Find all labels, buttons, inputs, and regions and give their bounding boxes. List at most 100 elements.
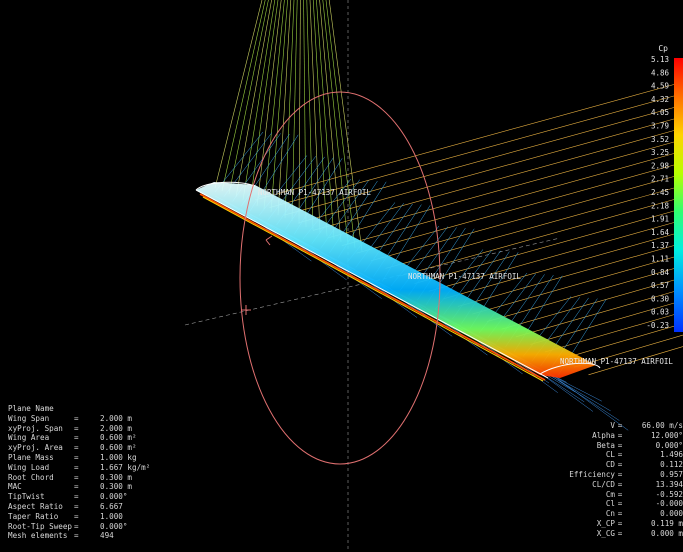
result-value: 13.394 [655, 479, 683, 489]
plane-row: Root-Tip Sweep = 0.000° [8, 522, 150, 532]
plane-row-eq: = [74, 501, 79, 511]
streamline [254, 81, 683, 201]
result-value: 0.112 [660, 460, 683, 470]
streamline [312, 0, 328, 237]
cp-legend-tick: 2.98 [651, 161, 670, 170]
plane-row-eq: = [74, 452, 79, 462]
streamline [291, 0, 298, 222]
plane-row-label: Wing Area [8, 433, 50, 443]
plane-row: Aspect Ratio = 6.667 [8, 502, 150, 512]
cp-legend-tick: 0.84 [651, 268, 670, 277]
streamline [544, 311, 683, 353]
streamlines-trailing [254, 81, 683, 376]
result-eq: = [617, 421, 623, 430]
downwash-line [549, 374, 620, 421]
streamline [573, 334, 683, 368]
plane-row-value: 0.300 m [100, 472, 133, 482]
plane-row-label: Root Chord [8, 472, 54, 482]
result-label: V [610, 421, 615, 430]
inertia-ellipse [239, 91, 441, 465]
streamline [486, 265, 683, 322]
cp-legend-tick: 4.59 [651, 82, 669, 91]
cg-marker [241, 305, 251, 315]
plane-row-value: 0.600 m² [100, 443, 137, 453]
streamline [242, 0, 276, 201]
plane-row-label: Mesh elements [8, 531, 68, 541]
cp-legend-tick: 4.05 [651, 108, 669, 117]
plane-row: Wing Area = 0.600 m² [8, 433, 150, 443]
streamline [303, 0, 307, 228]
plane-row: Wing Span = 2.000 m [8, 414, 150, 424]
streamline [306, 0, 314, 231]
result-eq: = [617, 460, 623, 470]
airfoil-label-mid: NORTHMAN P1-47137 AIRFOIL [408, 272, 521, 281]
result-value: 0.000 m [650, 528, 683, 538]
plane-row-eq: = [74, 413, 79, 423]
result-eq: = [617, 518, 623, 528]
result-label: Beta [596, 440, 615, 450]
plane-row-label: xyProj. Area [8, 443, 63, 453]
result-value: 0.957 [660, 469, 683, 479]
result-label: Alpha [592, 430, 615, 440]
streamline [356, 162, 683, 254]
streamline [341, 150, 683, 246]
plane-row-label: Aspect Ratio [8, 501, 63, 511]
plane-row: xyProj. Span = 2.000 m [8, 424, 150, 434]
downwash-line [558, 379, 629, 431]
cp-legend: Cp 5.13 4.86 4.59 4.32 4.05 3.79 3.52 3.25 2.98 2… [646, 44, 683, 332]
plane-row-value: 6.667 [100, 501, 123, 511]
cp-legend-tick: 4.86 [651, 68, 670, 77]
plane-row: Wing Load = 1.667 kg/m² [8, 463, 150, 473]
cp-legend-tick: 3.79 [651, 122, 669, 131]
streamline [530, 300, 683, 345]
result-value: 12.000° [650, 430, 683, 440]
result-value: 1.496 [660, 450, 683, 460]
result-label: Efficiency [569, 469, 615, 479]
result-eq: = [617, 499, 623, 509]
plane-row-label: xyProj. Span [8, 423, 63, 433]
plane-row-eq: = [74, 511, 79, 521]
cp-marker [265, 235, 273, 246]
plane-row-value: 494 [100, 531, 114, 541]
streamline [228, 0, 269, 195]
streamline [515, 288, 683, 338]
cp-color-bar [674, 58, 683, 332]
streamline [472, 254, 683, 315]
streamline [457, 242, 683, 307]
wing-surface[interactable] [195, 181, 601, 382]
result-row: Cl = -0.000 [547, 499, 683, 509]
results-panel: V = 66.00 m/s Alpha = 12.000° Beta = 0.000° CL = 1.… [547, 421, 683, 539]
streamline [443, 231, 683, 300]
result-value: -0.000 [655, 499, 683, 509]
plane-row-eq: = [74, 482, 79, 492]
plane-row-value: 1.000 [100, 511, 123, 521]
plane-row-eq: = [74, 462, 79, 472]
result-row: Alpha = 12.000° [547, 431, 683, 441]
plane-row: Taper Ratio = 1.000 [8, 512, 150, 522]
plane-row-eq: = [74, 423, 79, 433]
streamline [370, 173, 683, 262]
plane-row-eq: = [74, 521, 79, 531]
result-eq: = [617, 430, 623, 440]
result-value: 0.119 m [650, 518, 683, 528]
cp-legend-tick: 1.64 [651, 228, 670, 237]
streamline [283, 104, 683, 216]
streamline [319, 0, 342, 243]
plane-row-value: 1.000 kg [100, 452, 137, 462]
plane-row-label: Plane Mass [8, 452, 54, 462]
result-row: Beta = 0.000° [547, 441, 683, 451]
streamline [298, 0, 301, 225]
airfoil-label-root: NORTHMAN P1-47137 AIRFOIL [258, 188, 371, 197]
result-label: X_CP [596, 518, 615, 528]
plane-row: Root Chord = 0.300 m [8, 473, 150, 483]
result-row: X_CP = 0.119 m [547, 519, 683, 529]
plane-row: Plane Mass = 1.000 kg [8, 453, 150, 463]
streamline [588, 346, 683, 376]
plane-row-value: 0.000° [100, 521, 128, 531]
streamline [559, 323, 683, 360]
streamline [269, 93, 683, 208]
result-label: Cm [605, 489, 615, 499]
cp-legend-tick: 3.25 [651, 148, 669, 157]
cp-legend-tick: 0.30 [651, 294, 670, 303]
